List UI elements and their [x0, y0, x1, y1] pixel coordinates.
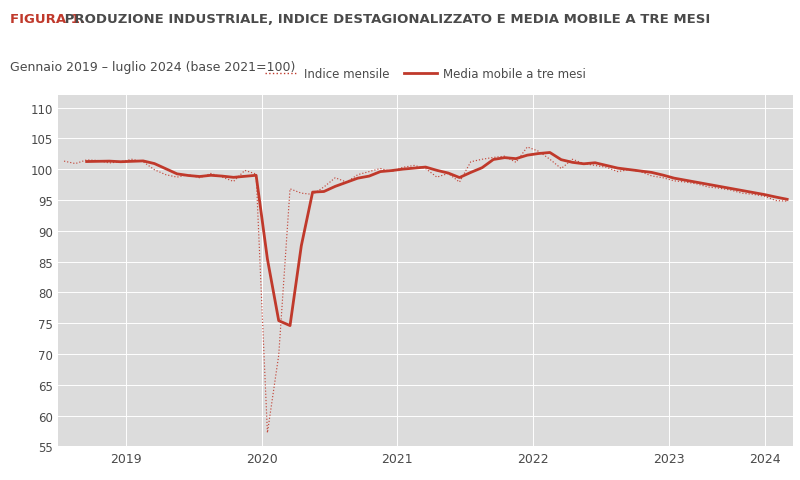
Text: PRODUZIONE INDUSTRIALE, INDICE DESTAGIONALIZZATO E MEDIA MOBILE A TRE MESI: PRODUZIONE INDUSTRIALE, INDICE DESTAGION…: [60, 13, 710, 26]
Text: Gennaio 2019 – luglio 2024 (base 2021=100): Gennaio 2019 – luglio 2024 (base 2021=10…: [10, 60, 296, 73]
Legend: Indice mensile, Media mobile a tre mesi: Indice mensile, Media mobile a tre mesi: [261, 63, 590, 86]
Text: FIGURA 1.: FIGURA 1.: [10, 13, 86, 26]
